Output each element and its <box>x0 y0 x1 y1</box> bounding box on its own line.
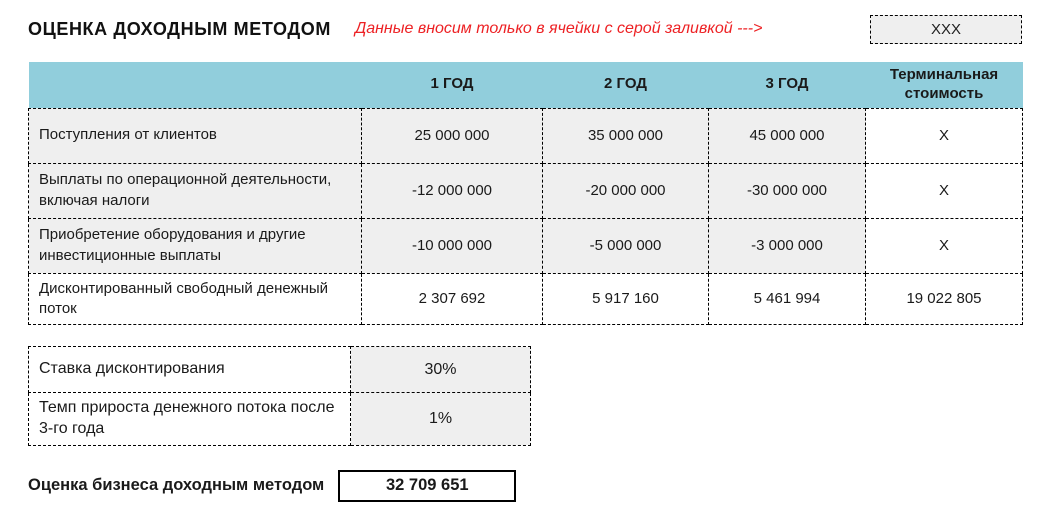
value-cell-year2[interactable]: 35 000 000 <box>542 107 709 164</box>
discount-rate-row: Ставка дисконтирования 30% <box>28 346 531 393</box>
header-year2: 2 ГОД <box>542 62 709 108</box>
terminal-cell: 19 022 805 <box>865 272 1023 325</box>
valuation-result: Оценка бизнеса доходным методом 32 709 6… <box>28 469 1022 502</box>
value-cell-year2[interactable]: -20 000 000 <box>542 162 709 219</box>
value-cell-year3[interactable]: -30 000 000 <box>708 162 866 219</box>
page-title: ОЦЕНКА ДОХОДНЫМ МЕТОДОМ <box>28 18 331 39</box>
top-bar: ОЦЕНКА ДОХОДНЫМ МЕТОДОМ Данные вносим то… <box>28 12 1022 46</box>
value-cell-year3[interactable]: 45 000 000 <box>708 107 866 164</box>
terminal-cell: X <box>865 217 1023 274</box>
growth-rate-label: Темп прироста денежного потока после 3-г… <box>28 392 351 446</box>
result-value-box: 32 709 651 <box>338 469 517 502</box>
row-label-cell[interactable]: Поступления от клиентов <box>28 107 362 164</box>
growth-rate-row: Темп прироста денежного потока после 3-г… <box>28 392 531 446</box>
growth-rate-value[interactable]: 1% <box>350 392 531 446</box>
result-label: Оценка бизнеса доходным методом <box>28 476 325 495</box>
table-row-operating-payments: Выплаты по операционной деятельности, вк… <box>28 162 1023 219</box>
header-terminal: Терминальная стоимость <box>865 62 1023 108</box>
discount-rate-value[interactable]: 30% <box>350 346 531 393</box>
table-row-capex: Приобретение оборудования и другие инвес… <box>28 217 1023 274</box>
value-cell-year1[interactable]: -10 000 000 <box>361 217 543 274</box>
value-cell-year1[interactable]: 25 000 000 <box>361 107 543 164</box>
cashflow-table: 1 ГОД 2 ГОД 3 ГОД Терминальная стоимость… <box>28 62 1023 325</box>
header-year1: 1 ГОД <box>361 62 543 108</box>
table-row-discounted-fcf: Дисконтированный свободный денежный пото… <box>28 272 1023 325</box>
terminal-cell: X <box>865 107 1023 164</box>
row-label-cell: Дисконтированный свободный денежный пото… <box>28 272 362 325</box>
input-hint-text: Данные вносим только в ячейки с серой за… <box>354 20 763 37</box>
value-cell-year2[interactable]: -5 000 000 <box>542 217 709 274</box>
row-label-cell[interactable]: Выплаты по операционной деятельности, вк… <box>28 162 362 219</box>
assumptions-table: Ставка дисконтирования 30% Темп прироста… <box>28 346 531 446</box>
header-row: 1 ГОД 2 ГОД 3 ГОД Терминальная стоимость <box>28 62 1023 108</box>
value-cell-year1: 2 307 692 <box>361 272 543 325</box>
table-row-receipts: Поступления от клиентов 25 000 000 35 00… <box>28 107 1023 164</box>
header-empty-cell <box>28 62 362 108</box>
value-cell-year2: 5 917 160 <box>542 272 709 325</box>
sample-input-cell[interactable]: XXX <box>870 14 1022 44</box>
header-year3: 3 ГОД <box>708 62 866 108</box>
value-cell-year3[interactable]: -3 000 000 <box>708 217 866 274</box>
discount-rate-label: Ставка дисконтирования <box>28 346 351 393</box>
row-label-cell[interactable]: Приобретение оборудования и другие инвес… <box>28 217 362 274</box>
terminal-cell: X <box>865 162 1023 219</box>
value-cell-year3: 5 461 994 <box>708 272 866 325</box>
value-cell-year1[interactable]: -12 000 000 <box>361 162 543 219</box>
